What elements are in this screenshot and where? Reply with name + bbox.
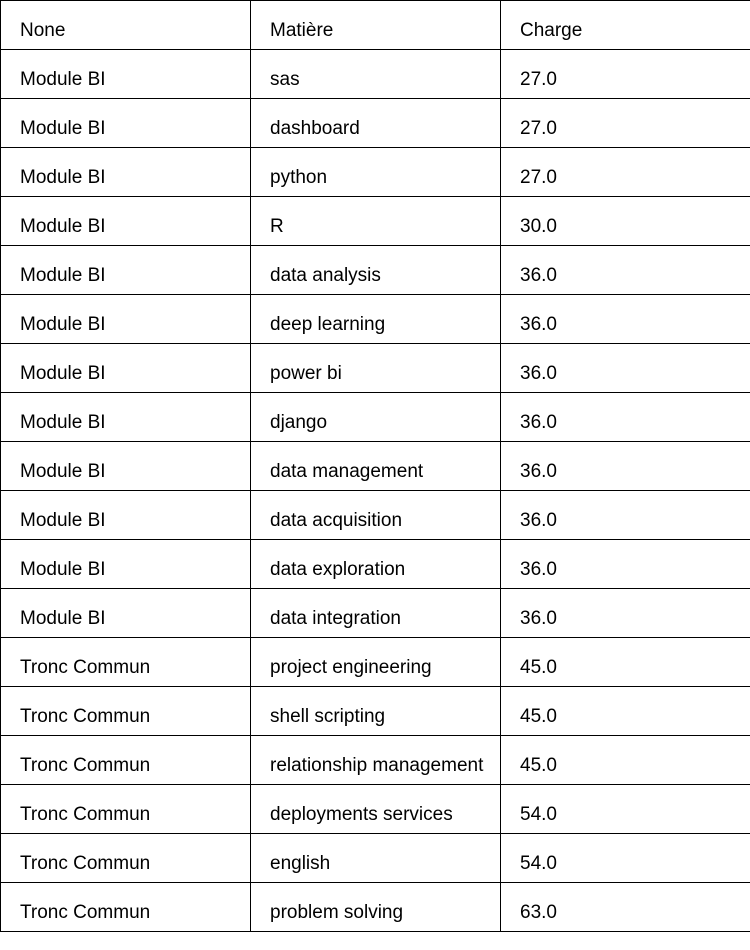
- column-header-none: None: [0, 0, 251, 50]
- table-row: Tronc Commun english 54.0: [0, 833, 750, 883]
- cell-charge: 45.0: [500, 637, 750, 687]
- table-row: Tronc Commun relationship management 45.0: [0, 735, 750, 785]
- cell-subject: deep learning: [250, 294, 501, 344]
- cell-group: Module BI: [0, 539, 251, 589]
- cell-group: Tronc Commun: [0, 686, 251, 736]
- cell-charge: 36.0: [500, 441, 750, 491]
- table-row: Module BI sas 27.0: [0, 49, 750, 99]
- cell-charge: 27.0: [500, 49, 750, 99]
- cell-subject: power bi: [250, 343, 501, 393]
- cell-group: Module BI: [0, 196, 251, 246]
- table-row: Tronc Commun project engineering 45.0: [0, 637, 750, 687]
- cell-charge: 30.0: [500, 196, 750, 246]
- cell-subject: deployments services: [250, 784, 501, 834]
- cell-subject: shell scripting: [250, 686, 501, 736]
- cell-subject: english: [250, 833, 501, 883]
- cell-group: Tronc Commun: [0, 882, 251, 932]
- cell-charge: 36.0: [500, 392, 750, 442]
- cell-group: Module BI: [0, 245, 251, 295]
- table-row: Module BI dashboard 27.0: [0, 98, 750, 148]
- cell-charge: 63.0: [500, 882, 750, 932]
- cell-charge: 45.0: [500, 686, 750, 736]
- cell-subject: python: [250, 147, 501, 197]
- cell-charge: 54.0: [500, 833, 750, 883]
- table-body: Module BI sas 27.0 Module BI dashboard 27.0 Mo…: [0, 49, 750, 932]
- table-row: Module BI python 27.0: [0, 147, 750, 197]
- table-row: Module BI power bi 36.0: [0, 343, 750, 393]
- cell-charge: 36.0: [500, 343, 750, 393]
- table-header-row: None Matière Charge: [0, 0, 750, 50]
- cell-group: Module BI: [0, 294, 251, 344]
- table-row: Tronc Commun shell scripting 45.0: [0, 686, 750, 736]
- cell-subject: R: [250, 196, 501, 246]
- column-header-charge: Charge: [500, 0, 750, 50]
- cell-group: Module BI: [0, 98, 251, 148]
- cell-group: Module BI: [0, 490, 251, 540]
- cell-group: Module BI: [0, 441, 251, 491]
- cell-subject: data acquisition: [250, 490, 501, 540]
- cell-charge: 27.0: [500, 98, 750, 148]
- table-row: Tronc Commun problem solving 63.0: [0, 882, 750, 932]
- cell-subject: data integration: [250, 588, 501, 638]
- cell-charge: 36.0: [500, 539, 750, 589]
- cell-subject: relationship management: [250, 735, 501, 785]
- cell-subject: django: [250, 392, 501, 442]
- cell-subject: data exploration: [250, 539, 501, 589]
- cell-subject: data management: [250, 441, 501, 491]
- table-row: Module BI django 36.0: [0, 392, 750, 442]
- cell-group: Module BI: [0, 343, 251, 393]
- table-row: Module BI data integration 36.0: [0, 588, 750, 638]
- cell-subject: problem solving: [250, 882, 501, 932]
- cell-group: Tronc Commun: [0, 637, 251, 687]
- table-row: Module BI data management 36.0: [0, 441, 750, 491]
- cell-charge: 45.0: [500, 735, 750, 785]
- cell-group: Module BI: [0, 588, 251, 638]
- cell-charge: 36.0: [500, 294, 750, 344]
- cell-subject: project engineering: [250, 637, 501, 687]
- cell-group: Module BI: [0, 147, 251, 197]
- cell-group: Tronc Commun: [0, 735, 251, 785]
- cell-group: Module BI: [0, 392, 251, 442]
- cell-charge: 54.0: [500, 784, 750, 834]
- cell-subject: dashboard: [250, 98, 501, 148]
- table-row: Module BI data exploration 36.0: [0, 539, 750, 589]
- cell-group: Tronc Commun: [0, 784, 251, 834]
- cell-charge: 36.0: [500, 490, 750, 540]
- table-row: Module BI R 30.0: [0, 196, 750, 246]
- cell-charge: 27.0: [500, 147, 750, 197]
- table-row: Module BI data analysis 36.0: [0, 245, 750, 295]
- cell-subject: sas: [250, 49, 501, 99]
- table-row: Tronc Commun deployments services 54.0: [0, 784, 750, 834]
- cell-group: Module BI: [0, 49, 251, 99]
- cell-charge: 36.0: [500, 588, 750, 638]
- table-row: Module BI data acquisition 36.0: [0, 490, 750, 540]
- column-header-matiere: Matière: [250, 0, 501, 50]
- table-row: Module BI deep learning 36.0: [0, 294, 750, 344]
- cell-subject: data analysis: [250, 245, 501, 295]
- cell-group: Tronc Commun: [0, 833, 251, 883]
- cell-charge: 36.0: [500, 245, 750, 295]
